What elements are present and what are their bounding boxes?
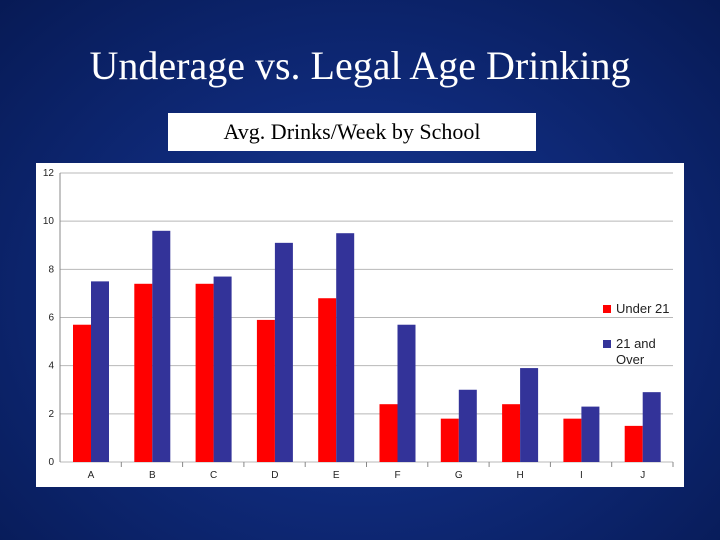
y-tick-label: 12	[43, 168, 55, 179]
bar-over21-c	[213, 276, 232, 462]
slide-title: Underage vs. Legal Age Drinking	[89, 43, 631, 88]
bar-under21-i	[563, 418, 582, 462]
x-tick-label: E	[333, 470, 340, 481]
y-tick-label: 0	[48, 457, 54, 468]
y-tick-label: 6	[48, 313, 54, 324]
bar-over21-b	[152, 230, 171, 462]
bar-under21-f	[379, 404, 398, 462]
x-tick-label: A	[88, 470, 95, 481]
x-tick-label: J	[640, 470, 645, 481]
chart-subtitle: Avg. Drinks/Week by School	[168, 113, 536, 151]
x-axis-ticks: A B C D E F G H I J	[88, 462, 674, 481]
bar-over21-a	[91, 281, 109, 462]
bar-under21-g	[440, 418, 459, 462]
bar-over21-f	[397, 324, 416, 462]
bar-under21-h	[502, 404, 521, 462]
bar-under21-e	[318, 298, 337, 462]
bar-over21-j	[642, 392, 661, 462]
bars	[73, 230, 661, 462]
bar-over21-d	[274, 242, 293, 462]
bar-over21-g	[458, 389, 477, 462]
y-tick-label: 10	[43, 216, 55, 227]
x-tick-label: G	[455, 470, 463, 481]
x-tick-label: C	[210, 470, 217, 481]
bar-over21-h	[520, 368, 539, 462]
y-axis-ticks: 0 2 4 6 8 10 12	[43, 168, 55, 468]
y-tick-label: 2	[48, 409, 54, 420]
legend: Under 21 21 and Over	[603, 301, 669, 367]
bar-under21-j	[624, 425, 643, 462]
bar-chart: 0 2 4 6 8 10 12 A B C D E F G H I J Under 21 21 and Over	[43, 168, 674, 481]
legend-label-over21: 21 and Over	[616, 336, 656, 367]
x-tick-label: B	[149, 470, 156, 481]
bar-under21-c	[195, 283, 214, 462]
bar-over21-i	[581, 406, 600, 462]
chart-panel: 0 2 4 6 8 10 12 A B C D E F G H I J Under 21 21 and Over	[36, 163, 684, 487]
x-tick-label: I	[580, 470, 583, 481]
x-tick-label: H	[516, 470, 523, 481]
bar-under21-b	[134, 283, 153, 462]
x-tick-label: F	[394, 470, 400, 481]
bar-under21-d	[256, 319, 275, 462]
legend-swatch-over21	[603, 340, 611, 348]
legend-label-under21: Under 21	[616, 301, 669, 316]
legend-swatch-under21	[603, 305, 611, 313]
y-tick-label: 8	[48, 264, 54, 275]
y-tick-label: 4	[48, 361, 54, 372]
x-tick-label: D	[271, 470, 278, 481]
bar-over21-e	[336, 233, 355, 462]
bar-under21-a	[73, 324, 91, 462]
